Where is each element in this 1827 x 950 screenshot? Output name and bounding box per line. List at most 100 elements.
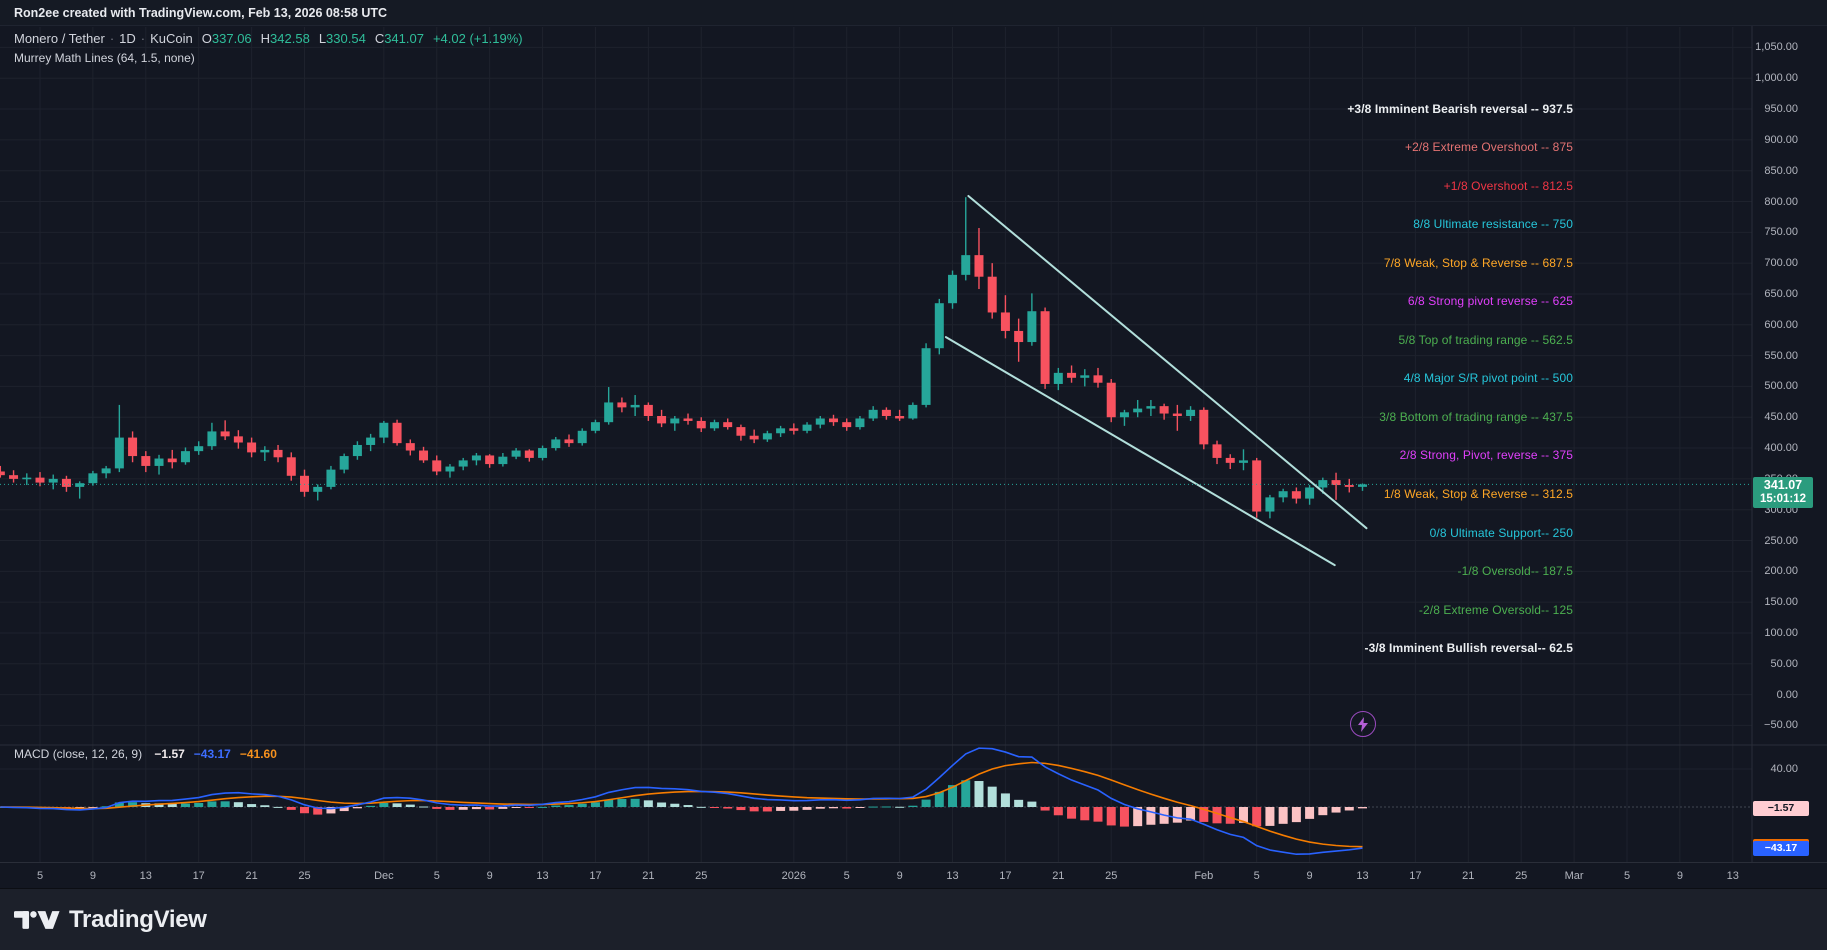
macd-histogram-bar <box>220 801 230 807</box>
candle-body <box>762 433 772 440</box>
candle-body <box>405 443 415 451</box>
candle-body <box>1305 487 1315 499</box>
macd-histogram-bar <box>458 807 468 810</box>
macd-histogram-bar <box>154 803 164 807</box>
time-axis-label: 5 <box>433 870 440 882</box>
macd-histogram-bar <box>419 806 429 808</box>
murrey-level-label: 0/8 Ultimate Support-- 250 <box>1429 525 1573 540</box>
symbol-title: Monero / Tether <box>14 31 105 46</box>
snapshot-title-text: Ron2ee created with TradingView.com, Feb… <box>14 6 388 20</box>
candle-body <box>114 437 124 469</box>
time-axis-label: 13 <box>536 870 549 882</box>
candle-body <box>961 255 971 275</box>
macd-histogram-bar <box>789 807 799 811</box>
macd-histogram-bar <box>538 806 548 808</box>
price-axis-label: 0.00 <box>1776 688 1798 701</box>
candle-body <box>1014 330 1024 343</box>
murrey-level-label: 1/8 Weak, Stop & Reverse -- 312.5 <box>1383 486 1573 501</box>
trend-line[interactable] <box>967 194 1368 530</box>
macd-histogram-bar <box>1014 799 1024 807</box>
macd-histogram-bar <box>313 807 323 815</box>
time-axis-label: 5 <box>1253 870 1260 882</box>
symbol-legend: Monero / Tether · 1D · KuCoin O337.06 H342.58 L… <box>14 31 523 46</box>
price-axis-label: 600.00 <box>1764 318 1798 331</box>
price-axis-label: 450.00 <box>1764 411 1798 424</box>
macd-histogram-bar <box>604 799 614 807</box>
ohlc-value: 341.07 <box>384 31 424 46</box>
macd-histogram-bar <box>1146 807 1156 825</box>
macd-histogram-bar <box>511 807 521 808</box>
bar-countdown: 15:01:12 <box>1759 493 1807 505</box>
macd-histogram-bar <box>128 802 138 807</box>
macd-histogram-bar <box>1000 793 1010 807</box>
candle-body <box>577 430 587 444</box>
time-axis-label: 2026 <box>781 870 807 882</box>
macd-histogram-bar <box>670 803 680 807</box>
macd-histogram-bar <box>776 807 786 811</box>
macd-value-tag: −43.17 <box>1753 840 1809 856</box>
candle-body <box>1146 406 1156 409</box>
price-axis-label: 750.00 <box>1764 226 1798 239</box>
macd-histogram-bar <box>1172 807 1182 823</box>
candle-body <box>670 418 680 424</box>
macd-histogram-bar <box>908 805 918 807</box>
macd-histogram-bar <box>749 807 759 812</box>
tradingview-logo-icon <box>14 911 60 929</box>
macd-histogram-bar <box>286 807 296 810</box>
macd-histogram-bar <box>1133 807 1143 827</box>
macd-histogram-bar <box>352 807 362 809</box>
price-axis-label: 50.00 <box>1770 657 1798 670</box>
murrey-level-label: -2/8 Extreme Oversold-- 125 <box>1418 602 1573 617</box>
macd-axis-gridline-label: 40.00 <box>1770 763 1798 775</box>
tradingview-logo[interactable]: TradingView <box>14 906 207 934</box>
candle-body <box>366 437 376 445</box>
quick-trade-button[interactable] <box>1350 711 1376 737</box>
macd-histogram-bar <box>736 807 746 811</box>
trend-line[interactable] <box>944 336 1336 567</box>
time-axis-label: 21 <box>642 870 655 882</box>
candle-body <box>723 422 733 428</box>
candle-body <box>352 444 362 457</box>
candle-body <box>1265 497 1275 512</box>
macd-histogram-bar <box>379 802 389 807</box>
candle-body <box>180 451 190 463</box>
macd-histogram-bar <box>855 807 865 808</box>
macd-histogram-bar <box>207 801 217 807</box>
price-axis-label: 550.00 <box>1764 349 1798 362</box>
candle-body <box>339 456 349 470</box>
macd-histogram-bar <box>974 781 984 807</box>
macd-histogram-bar <box>445 807 455 810</box>
candle-body <box>485 455 495 465</box>
macd-histogram-bar <box>432 807 442 809</box>
macd-histogram-bar <box>1252 807 1262 827</box>
candle-body <box>471 455 481 461</box>
time-axis[interactable]: 5 9 13 17 21 25 Dec 5 9 13 17 21 25 2026 5 9 13 17 21 25 Feb… <box>0 862 1827 889</box>
candle-body <box>1278 491 1288 498</box>
time-axis-label: 21 <box>1052 870 1065 882</box>
murrey-level-label: +1/8 Overshoot -- 812.5 <box>1443 178 1573 193</box>
price-axis-label: 900.00 <box>1764 133 1798 146</box>
macd-line <box>0 747 1363 856</box>
macd-legend: MACD (close, 12, 26, 9) −1.57 −43.17 −41.6… <box>14 747 277 761</box>
candle-body <box>392 422 402 444</box>
macd-histogram-bar <box>260 805 270 807</box>
macd-histogram-bar <box>326 807 336 814</box>
candle-body <box>101 468 111 474</box>
last-price-value: 341.07 <box>1763 478 1803 492</box>
candle-body <box>194 446 204 452</box>
macd-histogram-bar <box>643 800 653 807</box>
candle-body <box>445 466 455 472</box>
time-axis-label: 17 <box>1409 870 1422 882</box>
time-axis-label: 9 <box>486 870 493 882</box>
candle-body <box>128 437 138 457</box>
macd-histogram-bar <box>948 785 958 807</box>
macd-histogram-bar <box>180 803 190 807</box>
candle-body <box>564 439 574 444</box>
ohlc-label: L <box>318 31 327 46</box>
macd-histogram-bar <box>247 804 257 807</box>
macd-histogram-bar <box>114 802 124 807</box>
price-axis-label: 850.00 <box>1764 164 1798 177</box>
macd-histogram-bar <box>1199 807 1209 822</box>
